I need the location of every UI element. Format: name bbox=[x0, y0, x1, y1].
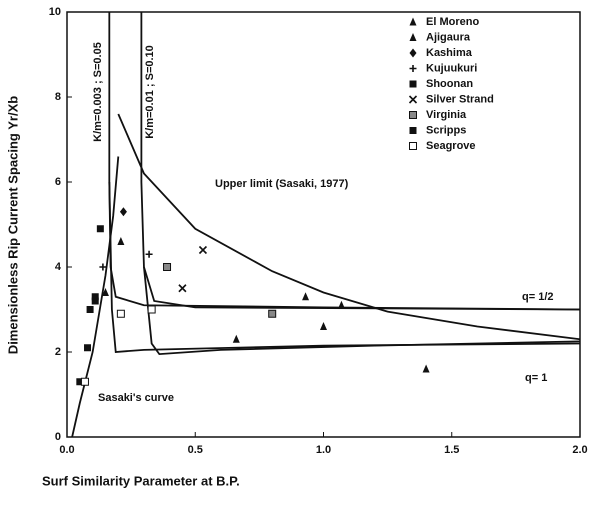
point bbox=[178, 284, 187, 293]
y-tick-label: 8 bbox=[55, 91, 61, 103]
annotation: q= 1 bbox=[525, 372, 547, 384]
legend-label: Scripps bbox=[426, 124, 466, 136]
point bbox=[91, 293, 99, 301]
point bbox=[116, 309, 125, 318]
legend-marker bbox=[409, 65, 417, 72]
y-tick-label: 6 bbox=[55, 176, 61, 188]
point bbox=[268, 309, 277, 318]
point bbox=[147, 305, 156, 314]
legend-label: Ajigaura bbox=[426, 31, 471, 43]
legend-marker bbox=[409, 33, 417, 41]
point bbox=[117, 237, 125, 245]
point bbox=[119, 207, 127, 217]
legend-label: Virginia bbox=[426, 109, 467, 121]
legend-label: Shoonan bbox=[426, 78, 473, 90]
point bbox=[80, 377, 89, 386]
legend-label: Kashima bbox=[426, 47, 473, 59]
legend-marker bbox=[409, 142, 417, 150]
point bbox=[76, 378, 84, 386]
point bbox=[337, 300, 345, 309]
point bbox=[86, 306, 94, 313]
annotation: q= 1/2 bbox=[522, 291, 554, 303]
annotation: Sasaki's curve bbox=[98, 392, 174, 404]
point bbox=[320, 322, 327, 330]
legend-marker bbox=[409, 48, 417, 58]
point bbox=[84, 344, 92, 352]
point bbox=[198, 245, 208, 255]
x-tick-label: 0.0 bbox=[59, 444, 74, 456]
annotation: K/m=0.01 ; S=0.10 bbox=[144, 45, 156, 139]
y-tick-label: 10 bbox=[49, 6, 61, 18]
legend-marker bbox=[409, 80, 417, 88]
point bbox=[99, 263, 107, 271]
x-axis-title: Surf Similarity Parameter at B.P. bbox=[42, 473, 240, 488]
point bbox=[232, 334, 240, 343]
curve bbox=[108, 181, 580, 353]
x-tick-label: 0.5 bbox=[188, 444, 203, 456]
legend-marker bbox=[408, 95, 418, 104]
y-axis-title: Dimensionless Rip Current Spacing Yr/Xb bbox=[5, 96, 20, 354]
x-tick-label: 1.0 bbox=[316, 444, 331, 456]
y-tick-label: 4 bbox=[55, 261, 62, 273]
point bbox=[145, 250, 153, 258]
legend-label: Seagrove bbox=[426, 140, 476, 152]
curve bbox=[140, 12, 580, 311]
curve bbox=[143, 266, 580, 356]
point bbox=[302, 292, 310, 301]
x-tick-label: 1.5 bbox=[444, 444, 459, 456]
legend-marker bbox=[409, 127, 417, 134]
point bbox=[91, 297, 99, 305]
legend-marker bbox=[409, 111, 417, 119]
y-tick-label: 0 bbox=[55, 431, 61, 443]
point bbox=[163, 263, 172, 271]
y-tick-label: 2 bbox=[55, 346, 61, 358]
plot-area bbox=[71, 12, 580, 437]
annotation: Upper limit (Sasaki, 1977) bbox=[215, 178, 349, 190]
legend-label: Silver Strand bbox=[426, 93, 494, 105]
legend-label: Kujuukuri bbox=[426, 62, 477, 74]
curve bbox=[71, 156, 120, 437]
point bbox=[101, 288, 109, 296]
x-tick-label: 2.0 bbox=[572, 444, 587, 456]
curve bbox=[117, 113, 580, 341]
curve bbox=[108, 12, 580, 311]
point bbox=[422, 364, 430, 373]
annotation: K/m=0.003 ; S=0.05 bbox=[92, 42, 104, 142]
point bbox=[96, 225, 104, 233]
legend-marker bbox=[409, 17, 417, 26]
legend-label: El Moreno bbox=[426, 16, 479, 28]
